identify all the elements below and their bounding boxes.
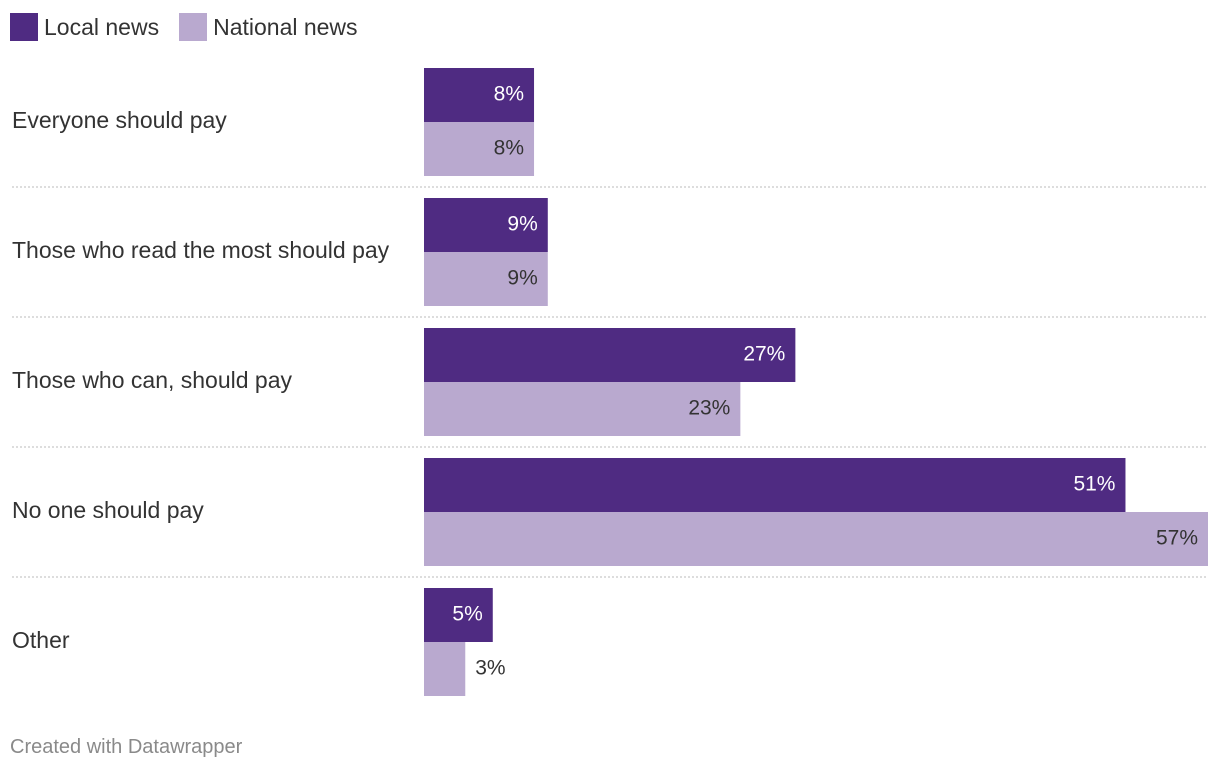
footer-credit[interactable]: Created with Datawrapper xyxy=(10,736,243,758)
value-label-national-news-those-who-can-should-pay: 23% xyxy=(688,397,730,420)
legend-label-national-news: National news xyxy=(213,14,358,40)
bar-national-news-other[interactable] xyxy=(424,642,466,696)
bar-local-news-those-who-read-the-most-should-pay[interactable] xyxy=(424,198,548,252)
bar-national-news-those-who-read-the-most-should-pay[interactable] xyxy=(424,252,548,306)
value-label-national-news-those-who-read-the-most-should-pay: 9% xyxy=(507,267,537,290)
legend-swatch-local-news xyxy=(10,13,38,41)
category-label-everyone-should-pay: Everyone should pay xyxy=(12,107,227,133)
legend-swatch-national-news xyxy=(179,13,208,41)
value-label-national-news-everyone-should-pay: 8% xyxy=(494,137,524,160)
value-label-local-news-those-who-can-should-pay: 27% xyxy=(743,343,785,366)
category-label-those-who-can-should-pay: Those who can, should pay xyxy=(12,367,293,393)
value-label-local-news-other: 5% xyxy=(452,603,482,626)
legend-item-national-news: National news xyxy=(179,13,358,41)
legend-item-local-news: Local news xyxy=(10,13,159,41)
value-label-local-news-no-one-should-pay: 51% xyxy=(1073,473,1115,496)
bar-national-news-those-who-can-should-pay[interactable] xyxy=(424,382,741,436)
value-label-national-news-no-one-should-pay: 57% xyxy=(1156,527,1198,550)
category-label-other: Other xyxy=(12,627,70,653)
bar-local-news-other[interactable] xyxy=(424,588,493,642)
value-label-local-news-those-who-read-the-most-should-pay: 9% xyxy=(507,213,537,236)
bar-national-news-no-one-should-pay[interactable] xyxy=(424,512,1208,566)
value-label-local-news-everyone-should-pay: 8% xyxy=(494,83,524,106)
legend-label-local-news: Local news xyxy=(44,14,160,40)
bar-local-news-everyone-should-pay[interactable] xyxy=(424,68,535,122)
legend: Local news National news xyxy=(10,12,378,42)
bar-local-news-those-who-can-should-pay[interactable] xyxy=(424,328,796,382)
bar-national-news-everyone-should-pay[interactable] xyxy=(424,122,535,176)
bar-local-news-no-one-should-pay[interactable] xyxy=(424,458,1126,512)
bar-chart: Everyone should pay 8% 8% Those who read th… xyxy=(12,68,1208,696)
category-label-those-who-read-the-most-should-pay: Those who read the most should pay xyxy=(12,237,390,263)
value-label-national-news-other: 3% xyxy=(475,657,505,680)
category-label-no-one-should-pay: No one should pay xyxy=(12,497,204,523)
